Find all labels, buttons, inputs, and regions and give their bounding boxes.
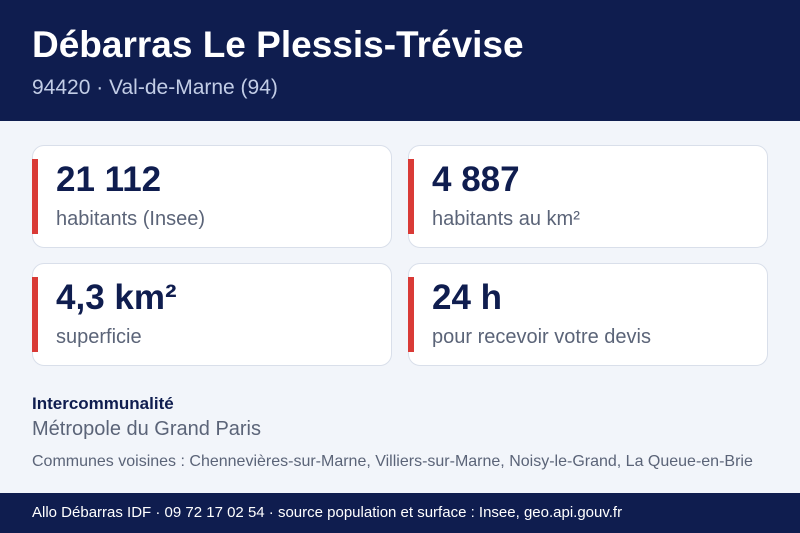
stat-label: habitants au km²: [432, 208, 580, 230]
stat-label: superficie: [56, 326, 142, 348]
page-title: Débarras Le Plessis-Trévise: [32, 24, 524, 65]
footer-banner: Allo Débarras IDF · 09 72 17 02 54 · sou…: [0, 493, 800, 533]
stat-value: 21 112: [56, 160, 162, 199]
stat-value: 4 887: [432, 160, 520, 199]
footer-contact-source: Allo Débarras IDF · 09 72 17 02 54 · sou…: [32, 504, 623, 521]
intercommunalite-value: Métropole du Grand Paris: [32, 418, 262, 440]
accent-bar: [32, 277, 38, 352]
neighboring-communes: Communes voisines : Chennevières-sur-Mar…: [32, 453, 753, 470]
location-subtitle: 94420 · Val-de-Marne (94): [32, 76, 278, 99]
header-banner: Débarras Le Plessis-Trévise 94420 · Val-…: [0, 0, 800, 121]
stat-label: habitants (Insee): [56, 208, 205, 230]
stat-value: 24 h: [432, 278, 503, 317]
accent-bar: [32, 159, 38, 234]
stat-card-quote-delay: 24 h pour recevoir votre devis: [408, 263, 768, 366]
accent-bar: [408, 277, 414, 352]
stat-card-density: 4 887 habitants au km²: [408, 145, 768, 248]
intercommunalite-heading: Intercommunalité: [32, 394, 174, 413]
stat-label: pour recevoir votre devis: [432, 326, 651, 348]
stat-card-population: 21 112 habitants (Insee): [32, 145, 392, 248]
stat-card-area: 4,3 km² superficie: [32, 263, 392, 366]
stat-value: 4,3 km²: [56, 278, 177, 317]
accent-bar: [408, 159, 414, 234]
